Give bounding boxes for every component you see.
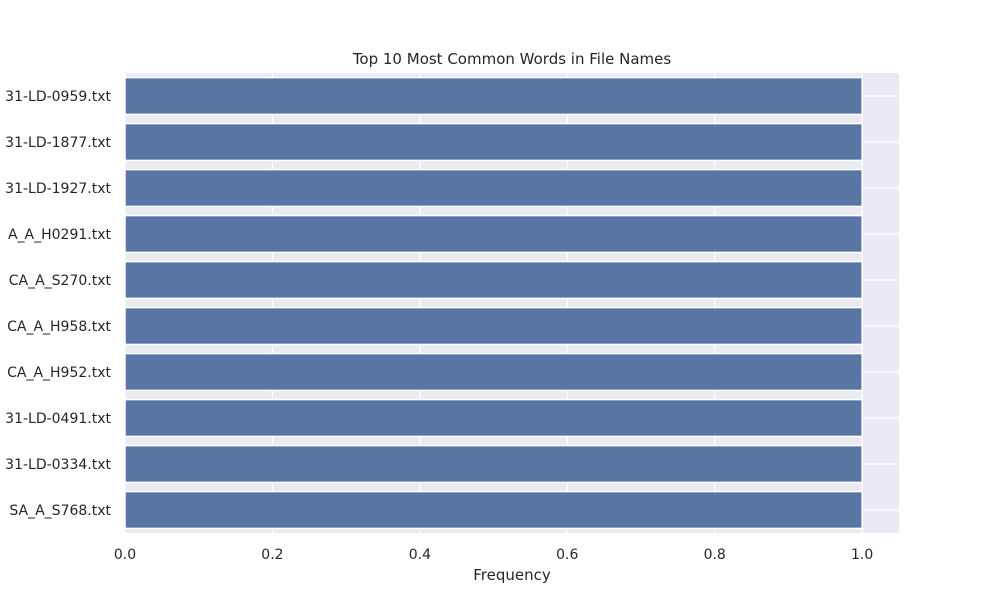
x-tick-label: 0.0 — [114, 547, 136, 563]
y-tick-label: 31-LD-0334.txt — [5, 457, 111, 473]
y-tick-label: CA_A_H958.txt — [7, 319, 111, 335]
x-tick-label: 0.6 — [556, 547, 578, 563]
x-tick-label: 0.8 — [704, 547, 726, 563]
x-tick-label: 1.0 — [851, 547, 873, 563]
x-tick-labels: 0.0 0.2 0.4 0.6 0.8 1.0 — [114, 547, 873, 563]
y-tick-label: 31-LD-1927.txt — [5, 181, 111, 197]
x-tick-label: 0.4 — [409, 547, 431, 563]
y-tick-labels: 31-LD-0959.txt 31-LD-1877.txt 31-LD-1927.t… — [5, 89, 111, 519]
y-tick-label: 31-LD-0491.txt — [5, 411, 111, 427]
x-axis-label: Frequency — [473, 566, 551, 584]
bars — [124, 76, 863, 530]
y-tick-label: CA_A_H952.txt — [7, 365, 111, 381]
bar — [124, 490, 863, 530]
bar — [124, 352, 863, 392]
x-tick-label: 0.2 — [261, 547, 283, 563]
bar — [124, 398, 863, 438]
bar — [124, 76, 863, 116]
bar — [124, 214, 863, 254]
bar — [124, 122, 863, 162]
bar — [124, 260, 863, 300]
bar — [124, 168, 863, 208]
y-tick-label: SA_A_S768.txt — [9, 503, 111, 519]
chart-title: Top 10 Most Common Words in File Names — [352, 50, 672, 68]
y-tick-label: CA_A_S270.txt — [9, 273, 112, 289]
bar — [124, 444, 863, 484]
y-tick-label: 31-LD-0959.txt — [5, 89, 111, 105]
y-tick-label: 31-LD-1877.txt — [5, 135, 111, 151]
y-tick-label: A_A_H0291.txt — [8, 227, 112, 243]
bar — [124, 306, 863, 346]
